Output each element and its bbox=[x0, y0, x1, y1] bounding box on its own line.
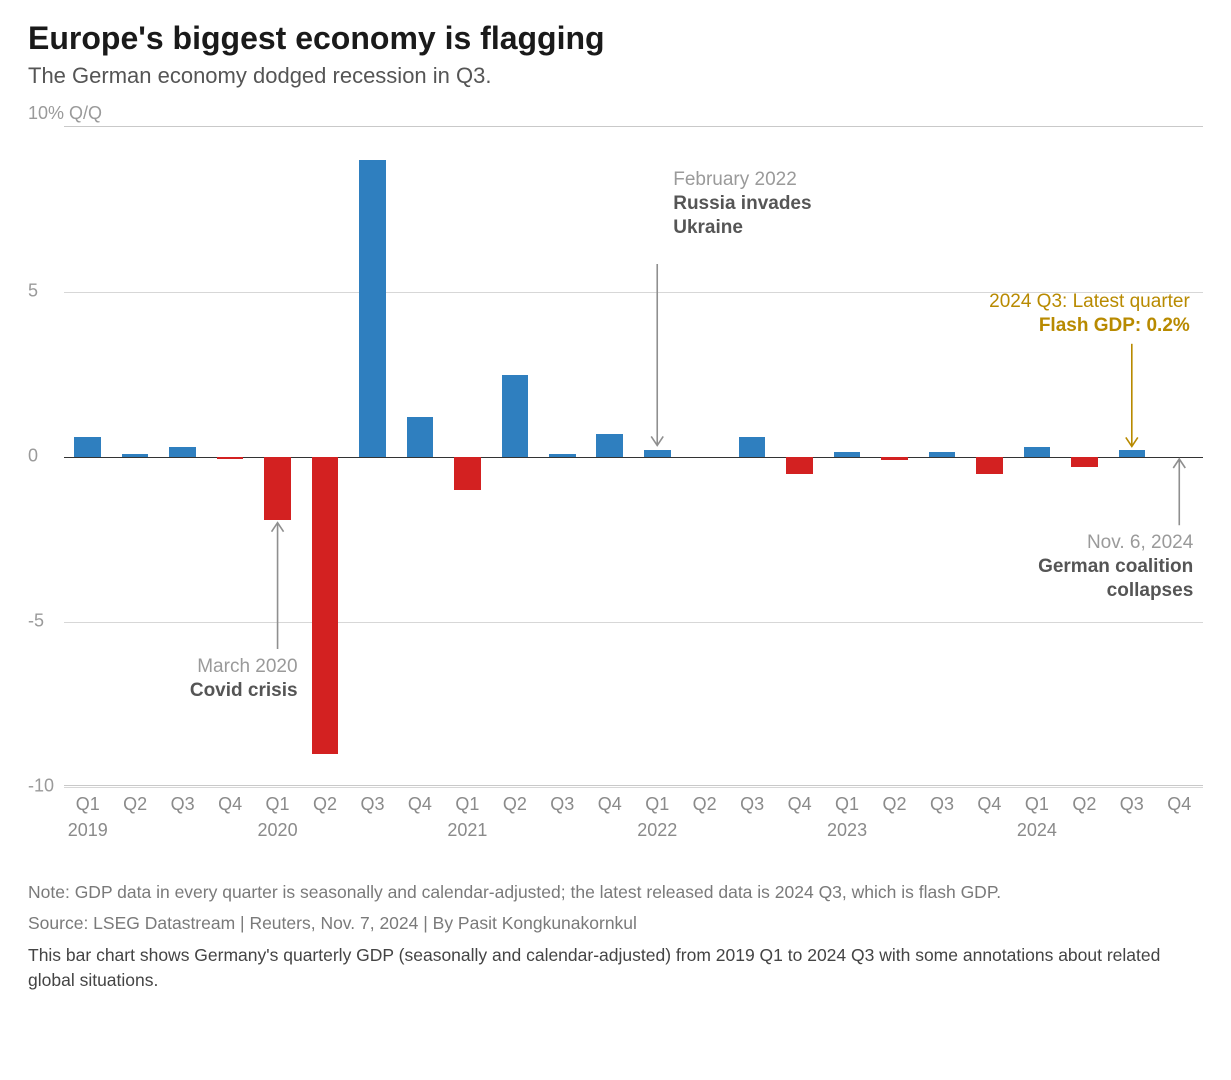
x-quarter-label: Q4 bbox=[788, 794, 812, 815]
x-quarter-label: Q4 bbox=[598, 794, 622, 815]
bar bbox=[74, 437, 101, 457]
bar bbox=[169, 447, 196, 457]
x-year-label: 2024 bbox=[1017, 820, 1057, 841]
plot-area bbox=[64, 126, 1203, 786]
footer-description: This bar chart shows Germany's quarterly… bbox=[28, 943, 1203, 994]
y-tick-label: -5 bbox=[28, 611, 44, 632]
gridline bbox=[64, 292, 1203, 293]
bar bbox=[407, 417, 434, 457]
y-tick-label: -10 bbox=[28, 776, 54, 797]
x-quarter-label: Q4 bbox=[977, 794, 1001, 815]
bar bbox=[976, 457, 1003, 474]
bar bbox=[359, 160, 386, 457]
x-year-label: 2020 bbox=[258, 820, 298, 841]
x-quarter-label: Q1 bbox=[645, 794, 669, 815]
x-quarter-label: Q1 bbox=[266, 794, 290, 815]
x-quarter-label: Q2 bbox=[123, 794, 147, 815]
x-quarter-label: Q3 bbox=[550, 794, 574, 815]
bar bbox=[881, 457, 908, 460]
x-year-label: 2021 bbox=[447, 820, 487, 841]
x-quarter-label: Q3 bbox=[740, 794, 764, 815]
y-tick-label: 5 bbox=[28, 281, 38, 302]
bar bbox=[502, 375, 529, 458]
x-quarter-label: Q1 bbox=[76, 794, 100, 815]
x-quarter-label: Q1 bbox=[835, 794, 859, 815]
x-quarter-label: Q3 bbox=[360, 794, 384, 815]
gridline bbox=[64, 787, 1203, 788]
bar bbox=[834, 452, 861, 457]
bar bbox=[596, 434, 623, 457]
bar bbox=[549, 454, 576, 457]
bar bbox=[786, 457, 813, 474]
x-quarter-label: Q4 bbox=[1167, 794, 1191, 815]
x-year-label: 2019 bbox=[68, 820, 108, 841]
bar bbox=[454, 457, 481, 490]
bar bbox=[122, 454, 149, 457]
x-quarter-label: Q1 bbox=[455, 794, 479, 815]
bar bbox=[264, 457, 291, 520]
x-year-label: 2022 bbox=[637, 820, 677, 841]
bar bbox=[1024, 447, 1051, 457]
bar bbox=[1119, 450, 1146, 457]
x-year-label: 2023 bbox=[827, 820, 867, 841]
chart-outer: -10-505 March 2020Covid crisisFebruary 2… bbox=[28, 126, 1203, 858]
chart-subtitle: The German economy dodged recession in Q… bbox=[28, 63, 1203, 89]
bar bbox=[1071, 457, 1098, 467]
x-quarter-label: Q4 bbox=[218, 794, 242, 815]
x-quarter-label: Q1 bbox=[1025, 794, 1049, 815]
x-quarter-label: Q2 bbox=[313, 794, 337, 815]
bar bbox=[312, 457, 339, 754]
chart-footer: Note: GDP data in every quarter is seaso… bbox=[28, 880, 1203, 994]
x-quarter-label: Q2 bbox=[1072, 794, 1096, 815]
x-quarter-label: Q2 bbox=[503, 794, 527, 815]
gridline bbox=[64, 622, 1203, 623]
footer-note: Note: GDP data in every quarter is seaso… bbox=[28, 880, 1203, 905]
bar bbox=[644, 450, 671, 457]
x-axis: Q1 Q2 Q3 Q4 Q1 Q2 Q3 Q4 Q1 Q2 Q3 Q4 Q1 Q2 Q3 Q4 Q1 Q2 Q3 Q4… bbox=[64, 794, 1203, 858]
x-quarter-label: Q2 bbox=[883, 794, 907, 815]
footer-source: Source: LSEG Datastream | Reuters, Nov. … bbox=[28, 911, 1203, 936]
y-axis-title: 10% Q/Q bbox=[28, 103, 1203, 124]
x-quarter-label: Q3 bbox=[171, 794, 195, 815]
x-quarter-label: Q2 bbox=[693, 794, 717, 815]
chart-title: Europe's biggest economy is flagging bbox=[28, 20, 1203, 57]
x-quarter-label: Q4 bbox=[408, 794, 432, 815]
x-quarter-label: Q3 bbox=[930, 794, 954, 815]
y-tick-label: 0 bbox=[28, 446, 38, 467]
x-quarter-label: Q3 bbox=[1120, 794, 1144, 815]
bar bbox=[217, 457, 244, 459]
chart-area: -10-505 March 2020Covid crisisFebruary 2… bbox=[28, 126, 1203, 786]
chart-container: Europe's biggest economy is flagging The… bbox=[0, 0, 1231, 1018]
bar bbox=[739, 437, 766, 457]
bar bbox=[929, 452, 956, 457]
